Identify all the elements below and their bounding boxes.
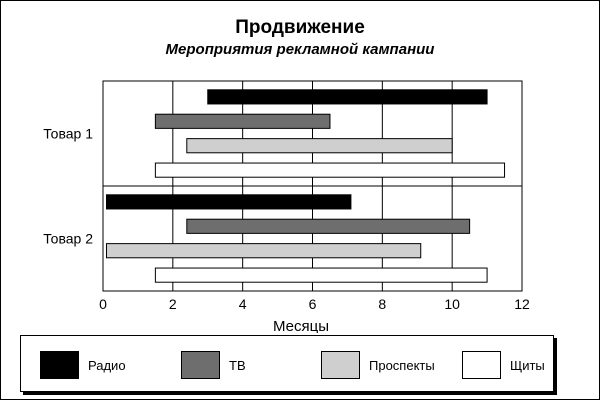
legend-item-tv: ТВ xyxy=(181,350,246,380)
legend-label-shchity: Щиты xyxy=(510,357,545,373)
x-tick-label: 8 xyxy=(378,296,386,312)
bars xyxy=(105,89,506,283)
legend-label-prospekty: Проспекты xyxy=(369,357,435,373)
bar xyxy=(105,243,422,259)
legend-item-radio: Радио xyxy=(40,350,126,380)
x-axis-ticks: 0 2 4 6 8 10 12 xyxy=(99,296,530,312)
x-tick-label: 12 xyxy=(514,296,530,312)
legend-swatch-radio xyxy=(40,351,79,379)
bar xyxy=(154,113,331,129)
x-tick-label: 0 xyxy=(99,296,107,312)
chart-title: Продвижение xyxy=(235,17,365,38)
bar xyxy=(154,267,488,283)
category-label: Товар 1 xyxy=(43,126,93,142)
x-tick-label: 6 xyxy=(309,296,317,312)
x-tick-label: 4 xyxy=(239,296,247,312)
x-axis-title: Месяцы xyxy=(273,318,329,333)
bar xyxy=(186,218,471,234)
legend-label-tv: ТВ xyxy=(229,357,246,373)
legend-item-prospekty: Проспекты xyxy=(321,350,435,380)
legend-swatch-prospekty xyxy=(321,351,360,379)
plot-area xyxy=(102,80,523,292)
bar xyxy=(186,138,453,154)
y-axis-categories: Товар 1 Товар 2 xyxy=(43,126,93,247)
category-label: Товар 2 xyxy=(43,231,93,247)
bar xyxy=(105,194,352,210)
legend-item-shchity: Щиты xyxy=(462,350,545,380)
bar xyxy=(207,89,488,105)
legend-label-radio: Радио xyxy=(88,357,126,373)
bar-chart: Продвижение Мероприятия рекламной кампан… xyxy=(43,17,530,333)
legend: Радио ТВ Проспекты Щиты xyxy=(20,335,554,392)
x-tick-label: 10 xyxy=(444,296,460,312)
grid-lines xyxy=(103,81,522,291)
x-tick-label: 2 xyxy=(169,296,177,312)
legend-swatch-tv xyxy=(181,351,220,379)
chart-subtitle: Мероприятия рекламной кампании xyxy=(166,41,435,58)
legend-swatch-shchity xyxy=(462,351,501,379)
bar xyxy=(154,162,506,178)
